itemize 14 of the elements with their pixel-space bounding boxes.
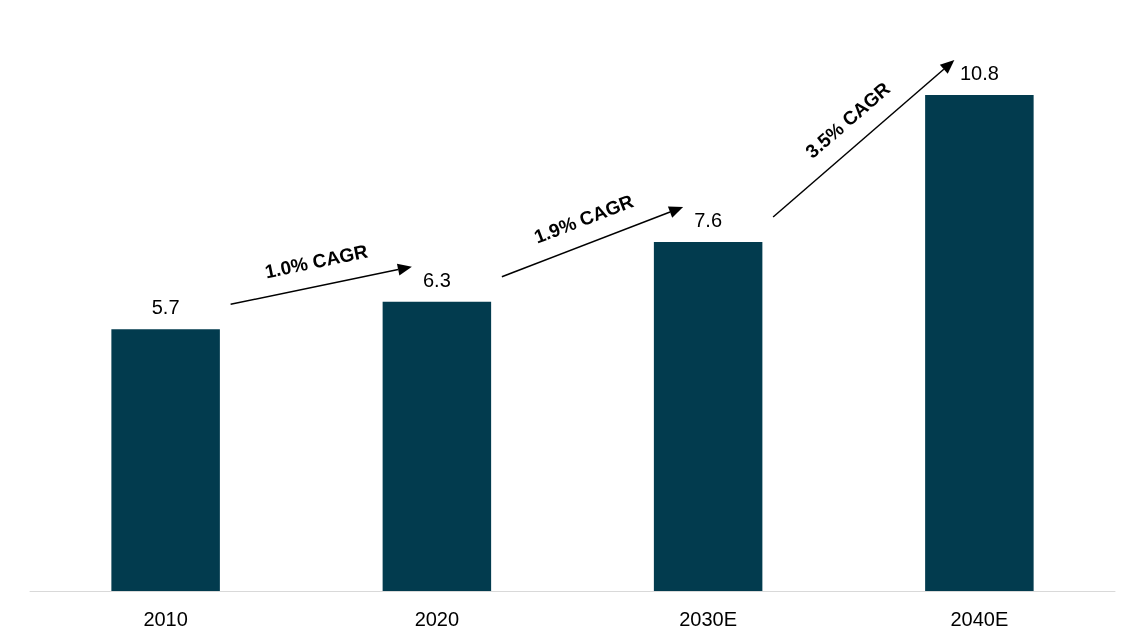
data-label: 10.8 [959,62,999,85]
data-label: 5.7 [151,296,180,319]
data-label: 7.6 [694,209,723,232]
bar [382,301,492,591]
annotation: 1.9% CAGR [531,190,637,248]
data-label: 6.3 [422,268,451,291]
bar [653,242,763,591]
x-tick-label: 2010 [143,608,188,630]
bar [925,95,1034,591]
annotation: 1.0% CAGR [262,240,370,283]
x-tick-label: 2020 [414,608,460,630]
x-tick-label: 2040E [950,608,1009,630]
bar [111,329,220,591]
x-tick-label: 2030E [679,608,738,630]
